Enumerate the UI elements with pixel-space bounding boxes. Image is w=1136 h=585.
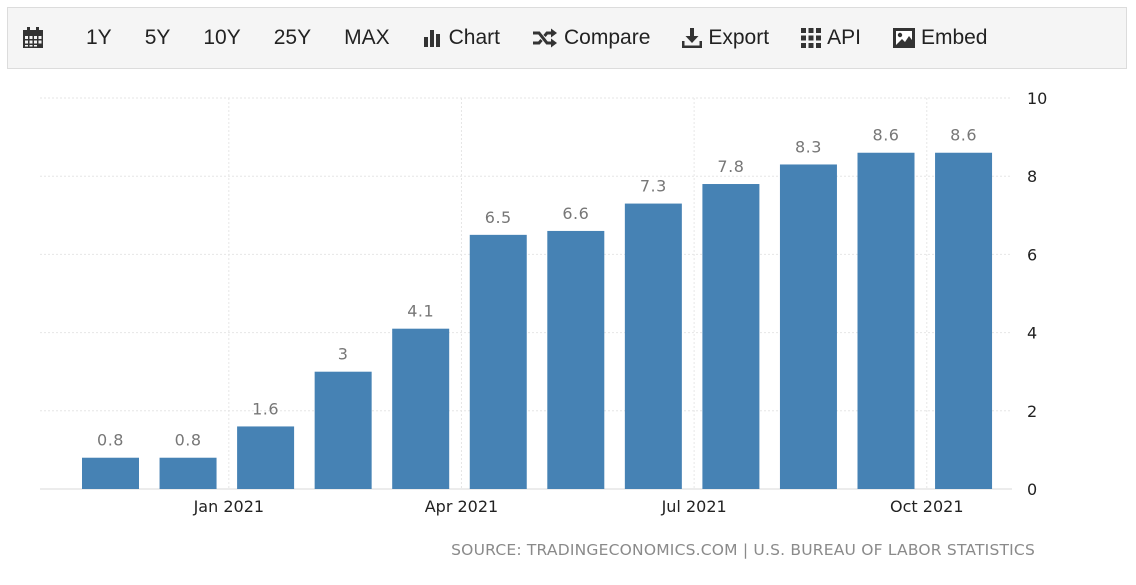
chart-area: 0 2 4 6 8 10 Jan 2021 Apr 2021 Jul 2021 Oct 2021 0… [0, 70, 1136, 580]
bar-chart: 0 2 4 6 8 10 Jan 2021 Apr 2021 Jul 2021 Oct 2021 0… [40, 89, 1047, 516]
data-label: 1.6 [252, 399, 279, 418]
range-25y-button[interactable]: 25Y [273, 26, 312, 49]
bar [392, 328, 450, 489]
bar [237, 426, 295, 489]
api-button[interactable]: API [801, 26, 861, 50]
bar [857, 152, 915, 489]
bar [935, 152, 993, 489]
y-tick-label: 6 [1027, 245, 1037, 264]
source-attribution: SOURCE: TRADINGECONOMICS.COM | U.S. BURE… [451, 541, 1035, 559]
y-tick-label: 8 [1027, 167, 1037, 186]
bar [469, 234, 527, 489]
data-label: 0.8 [97, 431, 124, 450]
export-label: Export [708, 26, 770, 49]
compare-label: Compare [564, 26, 651, 49]
bar [624, 203, 682, 489]
chart-type-label: Chart [448, 26, 500, 49]
range-5y-button[interactable]: 5Y [144, 26, 171, 49]
calendar-button[interactable] [22, 27, 50, 49]
data-label: 8.6 [873, 126, 900, 145]
data-label: 6.5 [485, 208, 512, 227]
embed-label: Embed [920, 26, 988, 49]
x-tick-label: Oct 2021 [890, 497, 963, 516]
bar [314, 371, 372, 489]
grid-icon [801, 28, 822, 48]
range-10y-button[interactable]: 10Y [203, 26, 241, 49]
x-tick-label: Jul 2021 [661, 497, 727, 516]
x-tick-label: Jan 2021 [193, 497, 264, 516]
range-1y-button[interactable]: 1Y [86, 26, 112, 49]
y-tick-label: 2 [1027, 402, 1037, 421]
chart-toolbar: 1Y 5Y 10Y 25Y MAX Chart Compare [7, 7, 1127, 69]
y-tick-label: 10 [1027, 89, 1047, 108]
range-max-button[interactable]: MAX [344, 26, 390, 49]
image-icon [892, 28, 915, 48]
chart-type-button[interactable]: Chart [423, 26, 500, 50]
embed-button[interactable]: Embed [892, 26, 988, 50]
download-icon [682, 28, 703, 48]
api-label: API [827, 26, 861, 49]
data-label: 8.6 [950, 126, 977, 145]
data-label: 7.8 [717, 157, 744, 176]
data-label: 7.3 [640, 177, 667, 196]
data-label: 0.8 [175, 431, 202, 450]
compare-button[interactable]: Compare [532, 26, 650, 50]
bar [779, 164, 837, 489]
data-label: 4.1 [407, 302, 434, 321]
calendar-icon [22, 27, 44, 49]
bar [702, 184, 760, 489]
bar [159, 457, 217, 489]
y-tick-label: 4 [1027, 324, 1037, 343]
shuffle-icon [532, 28, 558, 48]
data-label: 3 [338, 345, 349, 364]
data-label: 6.6 [562, 204, 589, 223]
data-label: 8.3 [795, 137, 822, 156]
bar [82, 457, 139, 489]
export-button[interactable]: Export [682, 26, 769, 50]
bar [547, 230, 605, 489]
bar-chart-icon [423, 28, 443, 48]
x-tick-label: Apr 2021 [425, 497, 498, 516]
y-tick-label: 0 [1027, 480, 1037, 499]
